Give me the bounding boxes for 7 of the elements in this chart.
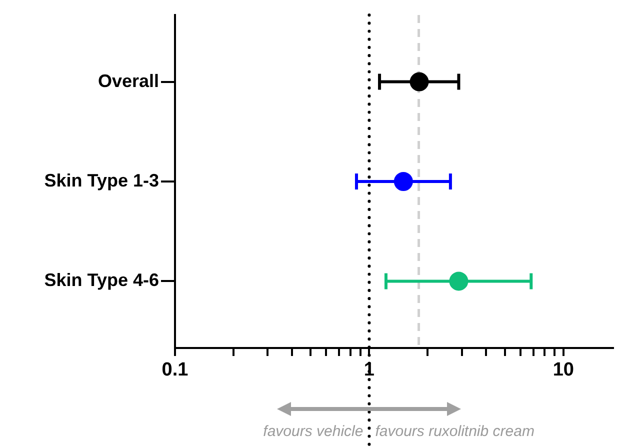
x-tick-label: 0.1 [162,360,189,381]
y-tick-label: Skin Type 1-3 [44,170,159,190]
y-tick-label: Skin Type 4-6 [44,270,159,290]
x-tick-label: 10 [552,360,574,381]
text: favours vehicle [263,423,364,440]
text: favours ruxolitnib cream [375,423,534,440]
y-tick-label: Overall [98,70,159,91]
